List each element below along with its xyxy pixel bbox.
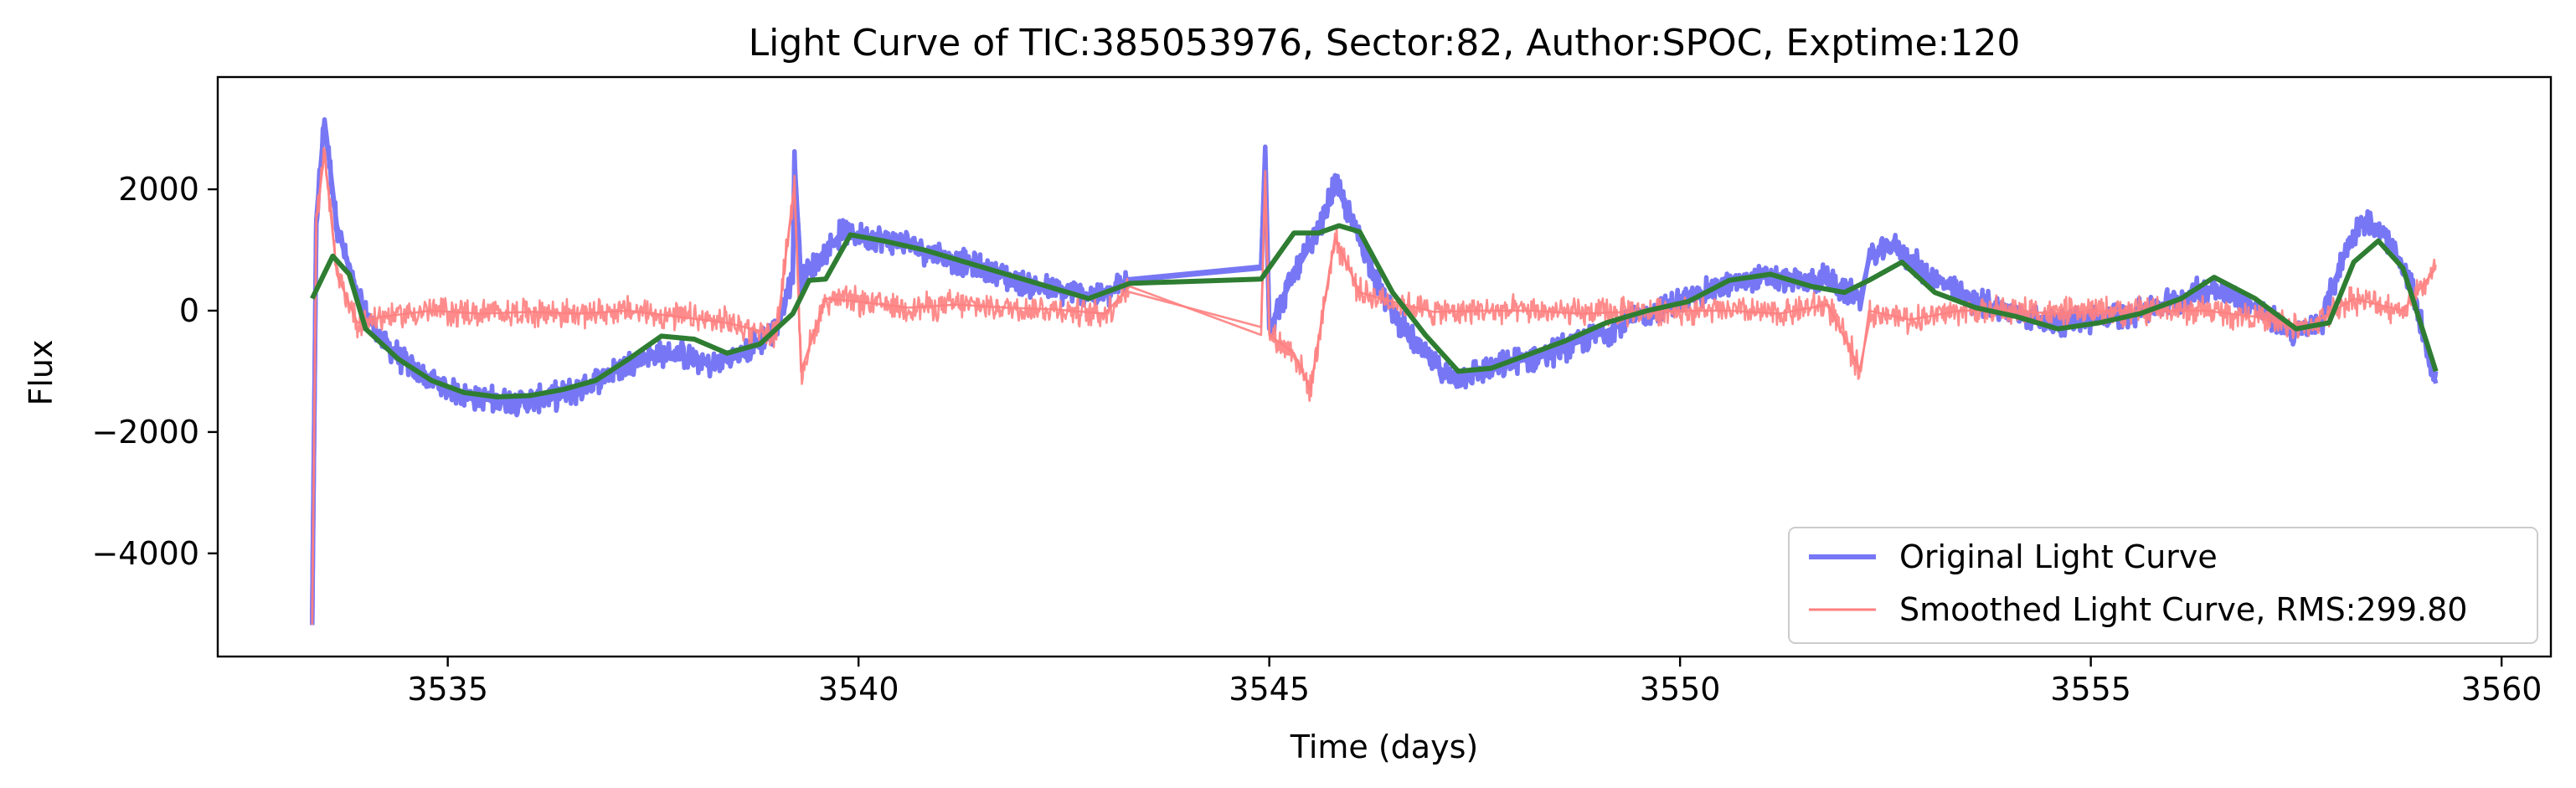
- x-tick-label: 3545: [1229, 671, 1310, 708]
- x-tick-label: 3550: [1640, 671, 1721, 708]
- x-tick-label: 3560: [2461, 671, 2543, 708]
- y-tick-label: 0: [179, 292, 199, 329]
- x-tick-label: 3535: [407, 671, 488, 708]
- legend-label-original: Original Light Curve: [1899, 538, 2218, 575]
- plot-frame: [216, 75, 2553, 658]
- trend-line: [310, 223, 2439, 399]
- x-tick-label: 3555: [2050, 671, 2131, 708]
- x-tick-label: 3540: [818, 671, 899, 708]
- x-axis: 3535 3540 3545 3550 3555 3560: [407, 657, 2543, 708]
- legend: Original Light Curve Smoothed Light Curv…: [1788, 527, 2538, 644]
- legend-label-smoothed: Smoothed Light Curve, RMS:299.80: [1899, 591, 2467, 628]
- legend-frame: [1788, 527, 2538, 644]
- series-layer: [310, 116, 2439, 626]
- chart-title: Light Curve of TIC:385053976, Sector:82,…: [749, 22, 2021, 64]
- x-axis-label: Time (days): [1290, 729, 1478, 765]
- y-tick-label: −4000: [91, 535, 199, 572]
- y-tick-label: −2000: [91, 414, 199, 451]
- y-axis: −4000 −2000 0 2000: [91, 171, 218, 572]
- y-tick-label: 2000: [118, 171, 199, 208]
- y-axis-label: Flux: [23, 340, 59, 406]
